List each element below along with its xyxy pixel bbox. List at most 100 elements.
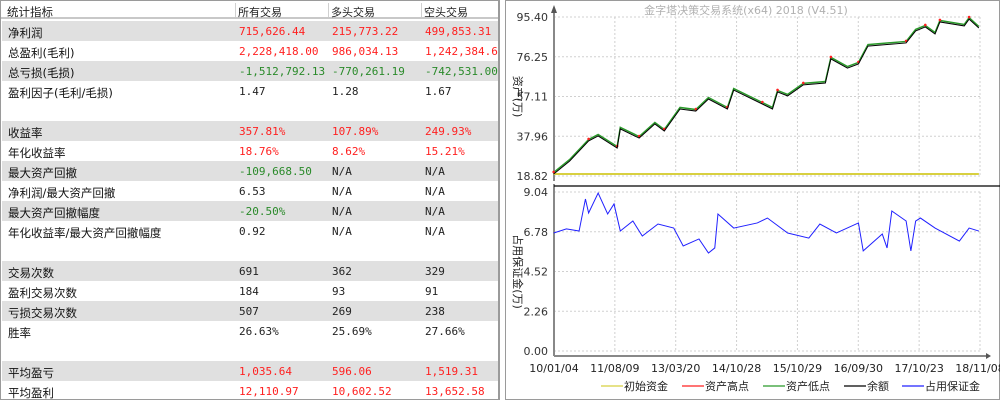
- row-value: 12,110.97: [239, 385, 299, 398]
- table-row[interactable]: 收益率 357.81% 107.89% 249.93%: [2, 121, 498, 141]
- table-row[interactable]: [2, 101, 498, 121]
- row-value: 249.93%: [425, 125, 472, 138]
- y-tick-label: 4.52: [524, 266, 549, 279]
- row-value: 1.28: [332, 85, 359, 98]
- table-row[interactable]: 年化收益率/最大资产回撤幅度 0.92 N/A N/A: [2, 221, 498, 241]
- row-value: 2,228,418.00: [239, 45, 319, 58]
- asset-high-marker: [967, 15, 971, 19]
- table-row[interactable]: 盈利交易次数 184 93 91: [2, 281, 498, 301]
- row-value: 986,034.13: [332, 45, 399, 58]
- row-value: 507: [239, 305, 259, 318]
- row-value: 10,602.52: [332, 385, 392, 398]
- row-value: 107.89%: [332, 125, 379, 138]
- y-tick-label: 37.96: [517, 130, 549, 143]
- table-row[interactable]: 最大资产回撤幅度 -20.50% N/A N/A: [2, 201, 498, 221]
- table-row[interactable]: 亏损交易次数 507 269 238: [2, 301, 498, 321]
- table-row[interactable]: 净利润 715,626.44 215,773.22 499,853.31: [2, 21, 498, 41]
- row-value: 26.63%: [239, 325, 279, 338]
- asset-high-marker: [802, 81, 805, 85]
- row-value: 1.67: [425, 85, 452, 98]
- statistics-table: 统计指标 所有交易 多头交易 空头交易 净利润 715,626.44 215,773…: [0, 0, 500, 400]
- y-tick-label: 57.11: [517, 91, 549, 104]
- legend-item: 占用保证金: [902, 379, 980, 393]
- row-value: -1,512,792.13: [239, 65, 326, 78]
- row-value: N/A: [332, 225, 352, 238]
- asset-high-marker: [694, 107, 698, 111]
- legend-item: 初始资金: [601, 379, 668, 393]
- row-value: N/A: [425, 185, 445, 198]
- row-value: 215,773.22: [332, 25, 399, 38]
- row-value: 238: [425, 305, 445, 318]
- row-value: 184: [239, 285, 259, 298]
- x-tick-label: 18/11/08: [955, 362, 1000, 375]
- table-row[interactable]: 净利润/最大资产回撤 6.53 N/A N/A: [2, 181, 498, 201]
- row-value: 1,242,384.63: [425, 45, 500, 58]
- row-label: 亏损交易次数: [8, 306, 77, 320]
- x-tick-label: 11/08/09: [590, 362, 639, 375]
- legend-item: 资产高点: [682, 379, 749, 393]
- header-short-trades[interactable]: 空头交易: [424, 6, 468, 19]
- row-value: 362: [332, 265, 352, 278]
- row-value: -742,531.00: [425, 65, 498, 78]
- table-row[interactable]: 年化收益率 18.76% 8.62% 15.21%: [2, 141, 498, 161]
- row-value: 329: [425, 265, 445, 278]
- table-row[interactable]: 交易次数 691 362 329: [2, 261, 498, 281]
- row-value: N/A: [332, 205, 352, 218]
- row-value: 1,035.64: [239, 365, 292, 378]
- x-tick-label: 17/10/23: [894, 362, 943, 375]
- table-row[interactable]: 盈利因子(毛利/毛损) 1.47 1.28 1.67: [2, 81, 498, 101]
- row-label: 最大资产回撤: [8, 166, 77, 180]
- header-long-trades[interactable]: 多头交易: [331, 6, 375, 19]
- row-label: 净利润/最大资产回撤: [8, 186, 116, 200]
- row-value: 596.06: [332, 365, 372, 378]
- header-metric[interactable]: 统计指标: [7, 5, 53, 19]
- row-value: 6.53: [239, 185, 266, 198]
- y-axis-label: 占用保证金(万): [511, 234, 525, 309]
- row-value: -109,668.50: [239, 165, 312, 178]
- y-tick-label: 6.78: [524, 226, 549, 239]
- table-row[interactable]: 总盈利(毛利) 2,228,418.00 986,034.13 1,242,384.6…: [2, 41, 500, 61]
- asset-high-marker: [552, 170, 555, 174]
- row-value: 8.62%: [332, 145, 366, 158]
- asset-high-marker: [637, 134, 641, 138]
- row-label: 最大资产回撤幅度: [8, 206, 100, 220]
- row-label: 平均盈利: [8, 386, 54, 400]
- row-value: N/A: [425, 205, 445, 218]
- row-value: N/A: [425, 165, 445, 178]
- row-value: 499,853.31: [425, 25, 492, 38]
- row-label: 年化收益率: [8, 146, 66, 160]
- equity-chart: 金字塔决策交易系统(x64) 2018 (V4.51) 95.40 76.25 57.…: [511, 3, 1000, 393]
- row-value: 25.69%: [332, 325, 372, 338]
- y-tick-label: 76.25: [517, 51, 549, 64]
- row-value: 13,652.58: [425, 385, 485, 398]
- asset-high-marker: [829, 55, 833, 59]
- table-row[interactable]: 平均盈亏 1,035.64 596.06 1,519.31: [2, 361, 498, 381]
- table-row[interactable]: 平均盈利 12,110.97 10,602.52 13,652.58: [2, 381, 498, 400]
- row-value: 15.21%: [425, 145, 465, 158]
- table-row[interactable]: [2, 341, 498, 361]
- y-axis-label: 资产(万): [511, 76, 525, 118]
- table-row[interactable]: [2, 241, 498, 261]
- row-label: 年化收益率/最大资产回撤幅度: [8, 226, 162, 240]
- equity-chart-panel: 金字塔决策交易系统(x64) 2018 (V4.51) 95.40 76.25 57.…: [505, 0, 1000, 400]
- row-label: 盈利因子(毛利/毛损): [8, 86, 113, 100]
- x-tick-label: 15/10/29: [773, 362, 822, 375]
- legend-label: 占用保证金: [925, 379, 980, 393]
- x-tick-label: 10/01/04: [529, 362, 578, 375]
- y-tick-label: 9.04: [524, 186, 549, 199]
- row-value: 715,626.44: [239, 25, 306, 38]
- table-row[interactable]: 最大资产回撤 -109,668.50 N/A N/A: [2, 161, 498, 181]
- row-label: 净利润: [8, 26, 43, 40]
- row-value: 691: [239, 265, 259, 278]
- table-row[interactable]: 胜率 26.63% 25.69% 27.66%: [2, 321, 498, 341]
- header-all-trades[interactable]: 所有交易: [238, 6, 282, 19]
- series-line-0: [553, 191, 980, 254]
- asset-high-marker: [587, 137, 590, 141]
- row-value: 0.92: [239, 225, 266, 238]
- row-value: N/A: [332, 165, 352, 178]
- table-row[interactable]: 总亏损(毛损) -1,512,792.13 -770,261.19 -742,531.…: [2, 61, 498, 81]
- row-label: 交易次数: [8, 266, 54, 280]
- asset-low-line: [553, 16, 980, 174]
- asset-high-marker: [924, 23, 927, 27]
- y-tick-label: 2.26: [524, 305, 549, 318]
